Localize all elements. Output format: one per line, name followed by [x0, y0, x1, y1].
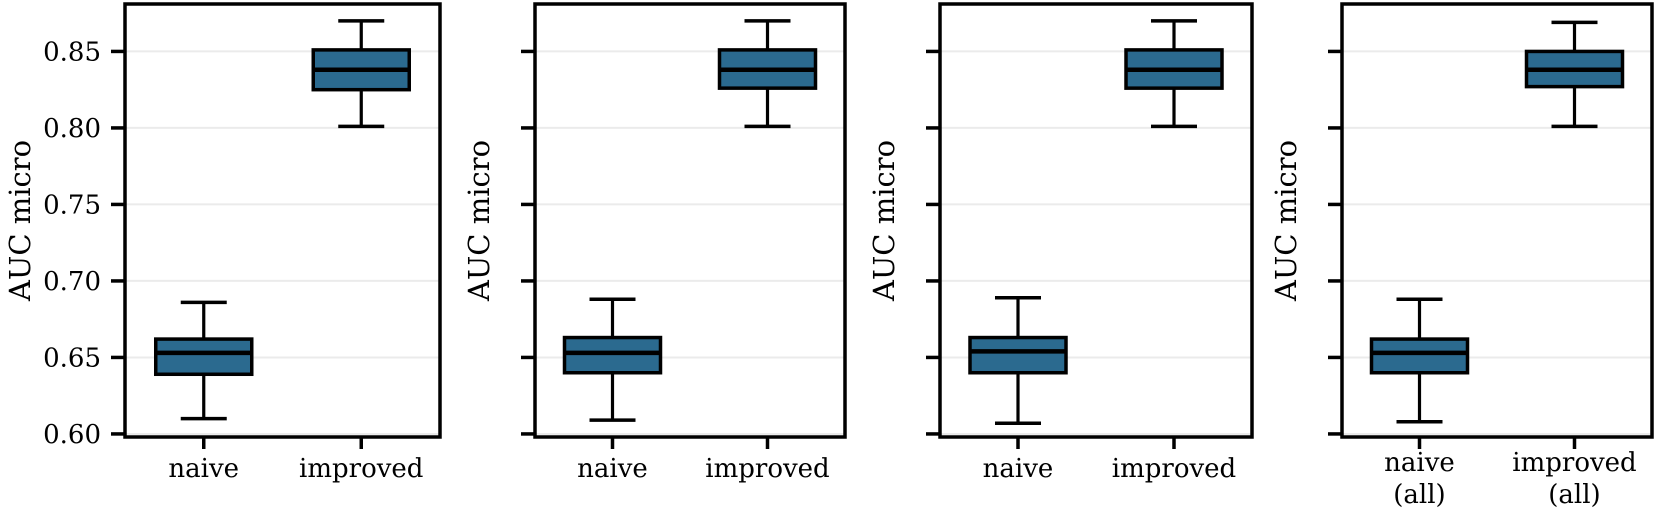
box-naive — [562, 297, 663, 422]
iqr-box — [1369, 337, 1470, 375]
iqr-box — [968, 335, 1068, 375]
category-label: improved — [1512, 448, 1636, 478]
iqr-box — [154, 337, 254, 377]
y-tick-label: 0.65 — [43, 343, 101, 373]
box-improved — [311, 19, 411, 129]
y-tick-label: 0.60 — [43, 420, 101, 450]
box-naive — [968, 296, 1068, 425]
category-label: naive — [577, 454, 648, 484]
panel-3: naive improved AUC micro — [867, 2, 1254, 484]
box-naive — [154, 300, 254, 421]
category-label: improved — [705, 454, 829, 484]
category-label: improved — [299, 454, 423, 484]
y-tick-label: 0.75 — [43, 190, 101, 220]
category-label: naive — [983, 454, 1054, 484]
category-label: improved — [1112, 454, 1236, 484]
y-axis-label: AUC micro — [462, 140, 496, 302]
y-tick-label: 0.70 — [43, 267, 101, 297]
panel-4: naive(all)improved(all)AUC micro — [1269, 2, 1654, 510]
axes-frame — [1340, 2, 1654, 439]
iqr-box — [562, 335, 663, 375]
category-label: (all) — [1393, 480, 1445, 510]
box-improved — [717, 19, 818, 129]
axes-frame — [533, 2, 847, 439]
box-improved — [1124, 19, 1224, 129]
category-label: naive — [1384, 448, 1455, 478]
y-tick-label: 0.80 — [43, 114, 101, 144]
panel-1: 0.60 0.65 0.70 0.75 0.80 0.85 naive improved AUC… — [3, 2, 442, 484]
y-axis-label: AUC micro — [1269, 140, 1303, 302]
axes-frame — [123, 2, 442, 439]
y-axis-label: AUC micro — [867, 140, 901, 302]
y-axis-label: AUC micro — [3, 140, 37, 302]
category-label: (all) — [1548, 480, 1600, 510]
box-naive-all — [1369, 297, 1470, 424]
y-tick-label: 0.85 — [43, 37, 101, 67]
axes-frame — [938, 2, 1254, 439]
box-improved-all — [1524, 20, 1625, 129]
category-label: naive — [168, 454, 239, 484]
panel-2: naive improved AUC micro — [462, 2, 847, 484]
